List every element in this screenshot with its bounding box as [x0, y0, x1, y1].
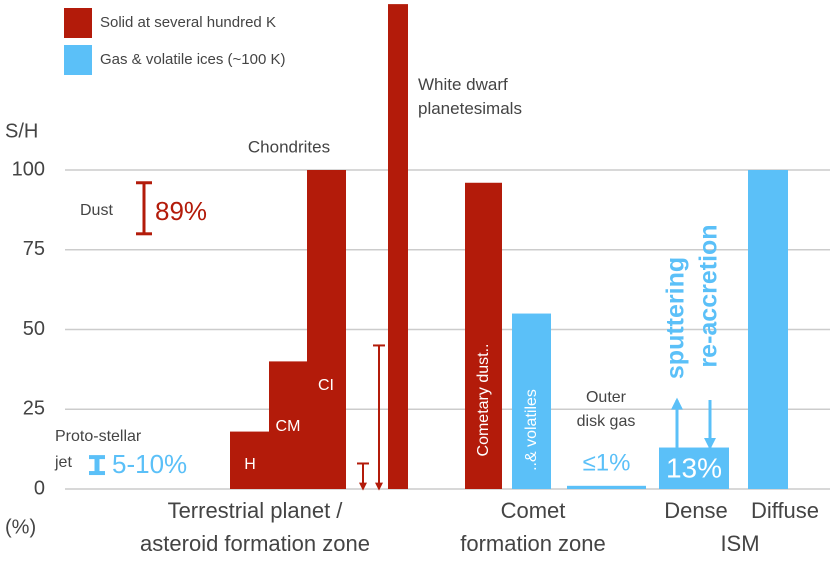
group-label-line: Dense — [664, 498, 728, 523]
bar — [307, 170, 346, 489]
jet-label-line: Proto-stellar — [55, 428, 142, 445]
category-label: Cometary dust.. — [475, 344, 492, 457]
category-label: White dwarf planetesimals — [418, 75, 522, 118]
group-label: Diffuse — [751, 498, 819, 523]
y-axis-title: S/H — [5, 120, 38, 142]
dust-label: Dust — [80, 202, 113, 219]
y-tick-label: 100 — [12, 158, 45, 180]
group-label-line: ISM — [720, 531, 759, 556]
legend-label: Gas & volatile ices (~100 K) — [100, 51, 286, 68]
group-label-line: asteroid formation zone — [140, 531, 370, 556]
jet-value-label: 5-10% — [112, 449, 187, 479]
dust-value-label: 89% — [155, 196, 207, 226]
reaccretion-label: re-accretion — [695, 224, 723, 367]
y-axis-unit: (%) — [5, 516, 36, 538]
value-label: 13% — [666, 452, 722, 483]
category-label-line: Outer — [586, 389, 627, 406]
group-label-line: Terrestrial planet / — [168, 498, 344, 523]
value-label: ≤1% — [583, 449, 631, 476]
chondrites-label: Chondrites — [248, 137, 330, 156]
category-label-line: White dwarf — [418, 75, 508, 94]
category-label-line: planetesimals — [418, 99, 522, 118]
category-label: Outer disk gas — [577, 389, 636, 430]
category-label-line: disk gas — [577, 413, 636, 430]
legend-label: Solid at several hundred K — [100, 14, 276, 31]
bar — [748, 170, 788, 489]
group-label: Comet formation zone — [460, 498, 606, 556]
y-tick-label: 0 — [34, 477, 45, 499]
sputtering-label: sputtering — [662, 257, 690, 379]
category-label: ..& volatiles — [523, 389, 540, 471]
bar — [230, 431, 269, 489]
y-tick-label: 75 — [23, 238, 45, 260]
group-label-line: Comet — [501, 498, 566, 523]
group-label: Terrestrial planet / asteroid formation z… — [140, 498, 370, 556]
category-label: H — [244, 456, 256, 473]
jet-label-line: jet — [54, 454, 72, 471]
bar — [512, 313, 551, 489]
bar — [465, 182, 502, 489]
group-label-line: formation zone — [460, 531, 606, 556]
jet-label: Proto-stellar jet — [54, 428, 142, 471]
group-label: ISM — [720, 531, 759, 556]
legend-swatch — [64, 8, 92, 38]
bar — [269, 361, 307, 489]
y-tick-label: 25 — [23, 398, 45, 420]
legend-swatch — [64, 45, 92, 75]
y-tick-label: 50 — [23, 318, 45, 340]
bar — [567, 485, 646, 489]
group-label-line: Diffuse — [751, 498, 819, 523]
category-label: CM — [276, 418, 301, 435]
category-label: CI — [318, 377, 334, 394]
bar — [659, 447, 729, 489]
bar — [388, 4, 408, 490]
group-label: Dense — [664, 498, 728, 523]
